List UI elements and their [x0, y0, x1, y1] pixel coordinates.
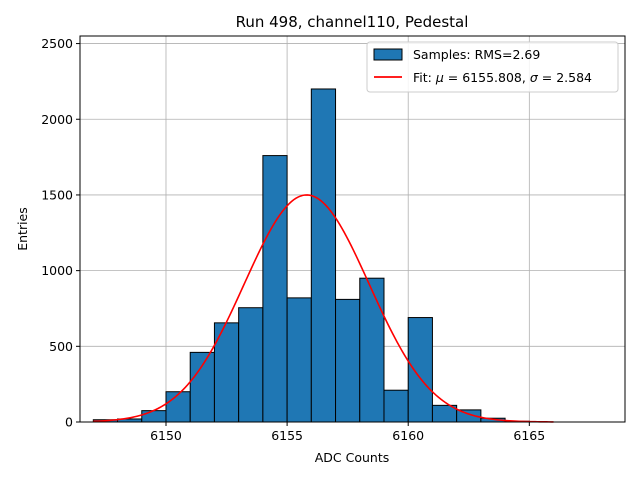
- y-axis-label: Entries: [15, 207, 30, 251]
- chart-title: Run 498, channel110, Pedestal: [236, 13, 469, 31]
- histogram-bar: [141, 410, 167, 423]
- histogram-bar: [189, 351, 215, 423]
- y-tick-label: 1500: [41, 187, 73, 202]
- legend-box: [366, 41, 619, 93]
- legend-histogram-swatch: [373, 48, 403, 61]
- fit-curve-layer: [93, 194, 554, 423]
- histogram-bar: [335, 298, 361, 423]
- histogram-bar: [310, 88, 337, 423]
- y-tick-label: 500: [49, 339, 73, 354]
- legend-histogram-label: Samples: RMS=2.69: [413, 47, 540, 62]
- plot-frame: [79, 35, 626, 423]
- y-tick-label: 0: [65, 415, 73, 430]
- x-tick-label: 6165: [513, 428, 545, 443]
- histogram-bar: [383, 389, 409, 423]
- y-tick-label: 1000: [41, 263, 73, 278]
- x-tick-label: 6150: [150, 428, 182, 443]
- histogram-bar: [359, 277, 385, 423]
- y-tick-label: 2500: [41, 36, 73, 51]
- histogram-bar: [238, 307, 264, 423]
- x-tick-label: 6155: [271, 428, 303, 443]
- legend-fit-label: Fit: μ = 6155.808, σ = 2.584: [413, 70, 592, 85]
- x-tick-label: 6160: [392, 428, 424, 443]
- histogram-bars: [92, 88, 530, 423]
- x-axis-label: ADC Counts: [315, 450, 390, 465]
- axis-ticks: 6150 6155 6160 6165 0 500 1000 1500 2000 2500: [41, 36, 545, 443]
- fit-curve: [93, 194, 554, 423]
- histogram-bar: [262, 155, 288, 423]
- legend: Samples: RMS=2.69 Fit: μ = 6155.808, σ =…: [366, 41, 619, 93]
- histogram-bar: [286, 297, 312, 423]
- y-tick-label: 2000: [41, 112, 73, 127]
- histogram-bar: [407, 317, 433, 423]
- histogram-bar: [165, 391, 191, 423]
